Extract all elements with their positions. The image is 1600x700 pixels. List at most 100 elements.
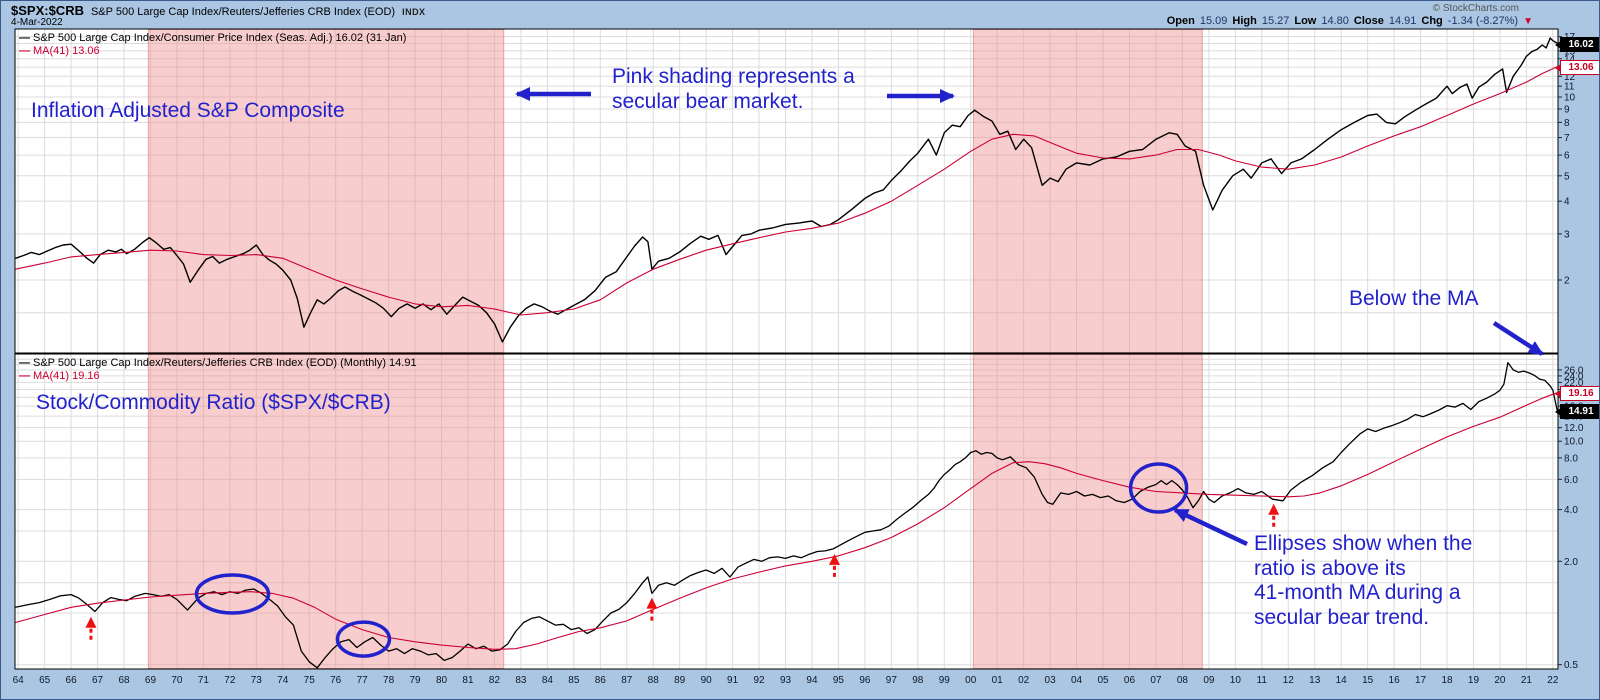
annotation-ellipses-line1: Ellipses show when the bbox=[1254, 532, 1473, 555]
y-tick-label: 10.0 bbox=[1564, 437, 1584, 448]
blue-annotation-arrow bbox=[1173, 507, 1248, 547]
y-tick-label: 11 bbox=[1564, 82, 1575, 93]
y-tick-label: 4.0 bbox=[1564, 505, 1578, 516]
panel1-price-legend-text: S&P 500 Large Cap Index/Consumer Price I… bbox=[33, 32, 407, 44]
x-tick-label: 02 bbox=[1018, 675, 1030, 686]
y-tick-label: 2 bbox=[1564, 275, 1570, 286]
panel2-price-callout: 14.91 bbox=[1555, 404, 1599, 419]
close-label: Close bbox=[1353, 15, 1384, 27]
x-tick-label: 11 bbox=[1257, 675, 1268, 686]
x-tick-label: 06 bbox=[1124, 675, 1136, 686]
x-tick-label: 90 bbox=[701, 675, 713, 686]
panel-border bbox=[14, 28, 1559, 354]
annotation-pink-line2: secular bear market. bbox=[612, 90, 804, 113]
price-swatch: — bbox=[19, 357, 30, 369]
x-tick-label: 76 bbox=[330, 675, 342, 686]
x-tick-label: 99 bbox=[939, 675, 951, 686]
panel1-ma-legend-text: MA(41) 13.06 bbox=[33, 45, 100, 57]
x-tick-label: 89 bbox=[674, 675, 686, 686]
annotation-ellipses-line4: secular bear trend. bbox=[1254, 605, 1430, 629]
panel2-price-legend: — S&P 500 Large Cap Index/Reuters/Jefferi… bbox=[19, 357, 417, 369]
x-tick-label: 05 bbox=[1097, 675, 1109, 686]
x-tick-label: 82 bbox=[489, 675, 501, 686]
high-label: High bbox=[1232, 15, 1257, 27]
x-tick-label: 66 bbox=[66, 675, 78, 686]
chg-label: Chg bbox=[1421, 15, 1443, 27]
y-tick-label: 9 bbox=[1564, 104, 1570, 115]
x-tick-label: 12 bbox=[1283, 675, 1295, 686]
exchange-tag: INDX bbox=[402, 7, 426, 17]
y-tick-label: 0.5 bbox=[1564, 660, 1578, 671]
x-tick-label: 18 bbox=[1441, 675, 1453, 686]
y-tick-label: 22.0 bbox=[1564, 378, 1584, 389]
x-tick-label: 85 bbox=[568, 675, 580, 686]
blue-annotation-arrow bbox=[1492, 321, 1544, 356]
highlight-ellipse bbox=[194, 573, 271, 615]
price-swatch: — bbox=[19, 32, 30, 44]
y-tick-label: 24.0 bbox=[1564, 371, 1584, 382]
panel1-ma-legend: — MA(41) 13.06 bbox=[19, 45, 100, 57]
y-tick-label: 12 bbox=[1564, 72, 1576, 83]
annotation-ellipses-line3: 41-month MA during a bbox=[1254, 581, 1461, 604]
x-tick-label: 65 bbox=[39, 675, 51, 686]
symbol: $SPX:$CRB bbox=[11, 3, 84, 18]
x-tick-label: 09 bbox=[1203, 675, 1215, 686]
x-tick-label: 95 bbox=[833, 675, 845, 686]
x-tick-label: 78 bbox=[383, 675, 395, 686]
symbol-description: S&P 500 Large Cap Index/Reuters/Jefferie… bbox=[90, 6, 396, 18]
chg-value: -1.34 (-8.27%) bbox=[1447, 15, 1519, 27]
down-triangle-icon: ▼ bbox=[1523, 16, 1533, 27]
x-tick-label: 64 bbox=[13, 675, 25, 686]
x-tick-label: 17 bbox=[1415, 675, 1427, 686]
x-tick-label: 93 bbox=[780, 675, 792, 686]
x-tick-label: 15 bbox=[1362, 675, 1374, 686]
red-up-arrow-head bbox=[1268, 503, 1280, 515]
red-up-arrow-head bbox=[646, 597, 658, 609]
open-value: 15.09 bbox=[1199, 15, 1228, 27]
x-tick-label: 96 bbox=[859, 675, 871, 686]
annotation-pink-line1: Pink shading represents a bbox=[612, 65, 855, 88]
x-tick-label: 97 bbox=[886, 675, 898, 686]
y-tick-label: 4 bbox=[1564, 197, 1570, 208]
red-up-arrow-head bbox=[85, 616, 97, 628]
ma-line-bottom bbox=[15, 392, 1558, 650]
x-tick-label: 83 bbox=[515, 675, 527, 686]
x-tick-label: 68 bbox=[118, 675, 130, 686]
x-tick-label: 84 bbox=[542, 675, 554, 686]
panel2-ma-legend-text: MA(41) 19.16 bbox=[33, 370, 100, 382]
copyright: © StockCharts.com bbox=[1432, 3, 1519, 14]
x-tick-label: 87 bbox=[621, 675, 633, 686]
y-tick-label: 5 bbox=[1564, 171, 1570, 182]
high-value: 15.27 bbox=[1261, 15, 1290, 27]
panel-background bbox=[15, 29, 1558, 353]
y-tick-label: 10 bbox=[1564, 92, 1576, 103]
red-up-arrow-head bbox=[828, 553, 840, 565]
x-tick-label: 10 bbox=[1230, 675, 1242, 686]
x-tick-label: 04 bbox=[1071, 675, 1083, 686]
open-label: Open bbox=[1166, 15, 1195, 27]
annotation-stock-commodity: Stock/Commodity Ratio ($SPX/$CRB) bbox=[36, 391, 391, 414]
x-tick-label: 71 bbox=[198, 675, 210, 686]
y-tick-label: 12.0 bbox=[1564, 423, 1584, 434]
x-tick-label: 21 bbox=[1521, 675, 1533, 686]
annotation-below-ma: Below the MA bbox=[1349, 287, 1479, 310]
ohlc-readout: Open 15.09 High 15.27 Low 14.80 Close 14… bbox=[1167, 15, 1533, 27]
y-tick-label: 8.0 bbox=[1564, 453, 1578, 464]
y-tick-label: 6 bbox=[1564, 151, 1570, 162]
highlight-ellipse bbox=[1128, 462, 1189, 514]
chart-header: $SPX:$CRB S&P 500 Large Cap Index/Reuter… bbox=[11, 3, 426, 18]
bear-market-shading bbox=[972, 29, 1203, 353]
close-value: 14.91 bbox=[1388, 15, 1417, 27]
x-tick-label: 03 bbox=[1045, 675, 1057, 686]
ma-swatch: — bbox=[19, 370, 30, 382]
x-tick-label: 98 bbox=[912, 675, 924, 686]
low-label: Low bbox=[1294, 15, 1317, 27]
x-tick-label: 92 bbox=[753, 675, 765, 686]
x-tick-label: 14 bbox=[1336, 675, 1348, 686]
x-tick-label: 22 bbox=[1547, 675, 1559, 686]
annotation-ellipses-note: Ellipses show when the ratio is above it… bbox=[1254, 532, 1472, 630]
y-tick-label: 3 bbox=[1564, 229, 1570, 240]
x-tick-label: 16 bbox=[1389, 675, 1401, 686]
